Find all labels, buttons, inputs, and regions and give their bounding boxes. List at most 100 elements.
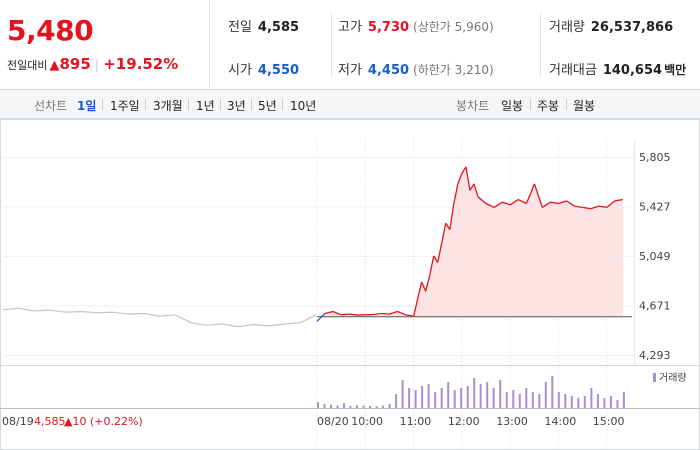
price-segment	[590, 205, 599, 210]
volume-bar	[343, 403, 345, 408]
volume-bar	[525, 388, 528, 408]
gain-area-fill	[317, 166, 623, 317]
candle-daily-tab[interactable]: 일봉	[501, 99, 524, 113]
volume-bar	[382, 405, 385, 408]
price-segment	[529, 183, 535, 195]
volume-bar	[499, 380, 502, 408]
stock-quote-panel: 5,480 전일대비 ▲895 | +19.52% 전일 4,585 시가 4,550 고…	[0, 0, 700, 90]
volume-bar	[557, 392, 560, 408]
price-segment	[558, 200, 567, 205]
volume-bar	[440, 388, 443, 408]
price-segment	[389, 310, 398, 315]
price-segment	[449, 203, 455, 230]
price-segment	[566, 200, 575, 207]
price-segment	[453, 183, 459, 204]
volume-bar	[395, 394, 398, 408]
toolbar-divider	[530, 99, 531, 110]
candle-monthly-tab[interactable]: 월봉	[573, 99, 596, 113]
volume-bar	[369, 406, 372, 408]
volume-bar	[590, 388, 593, 408]
x-axis-label: 13:00	[496, 415, 528, 428]
toolbar-divider	[220, 99, 221, 110]
volume-bar	[414, 390, 417, 408]
volume-bar	[609, 396, 612, 408]
x-axis-label: 10:00	[351, 415, 383, 428]
y-tick-label: 5,805	[639, 151, 671, 164]
price-change: 전일대비 ▲895 | +19.52%	[7, 55, 178, 73]
volume-bar	[323, 404, 326, 408]
unit-label: 백만	[664, 63, 687, 77]
volume-bar	[596, 394, 599, 408]
price-segment	[606, 200, 616, 208]
quote-value: 4,450	[367, 63, 410, 78]
volume-legend-swatch	[653, 373, 656, 382]
price-segment	[582, 206, 591, 210]
price-segment	[397, 310, 406, 316]
chart-toolbar: 선차트 1일 1주일 3개월 1년 3년 5년 10년 봉차트 일봉 주봉 월봉	[0, 90, 700, 119]
current-price-box: 5,480 전일대비 ▲895 | +19.52%	[0, 0, 210, 90]
volume-bar	[421, 386, 424, 408]
period-3month-tab[interactable]: 3개월	[153, 99, 183, 113]
volume-bar	[622, 392, 625, 408]
price-segment	[425, 275, 431, 292]
candle-chart-label: 봉차트	[456, 99, 490, 113]
price-segment	[574, 205, 583, 209]
toolbar-divider	[188, 99, 189, 110]
period-3year-tab[interactable]: 3년	[227, 99, 246, 113]
quote-divider	[540, 12, 541, 78]
quote-prev-close: 전일 4,585	[228, 16, 299, 35]
volume-bar	[538, 394, 541, 408]
volume-bar	[466, 386, 469, 408]
volume-bars	[317, 376, 625, 408]
period-10year-tab[interactable]: 10년	[290, 99, 317, 113]
quote-open: 시가 4,550	[228, 59, 299, 78]
prev-day-price-line	[2, 307, 317, 328]
quote-high: 고가 5,730 (상한가 5,960)	[338, 16, 494, 35]
candle-weekly-tab[interactable]: 주봉	[537, 99, 560, 113]
volume-bar	[577, 398, 580, 408]
price-segment	[349, 313, 358, 316]
period-1year-tab[interactable]: 1년	[196, 99, 215, 113]
price-segment	[405, 314, 414, 318]
y-tick-label: 4,671	[639, 300, 671, 313]
price-segment	[416, 281, 423, 300]
volume-bar	[349, 406, 352, 408]
volume-bar	[473, 378, 476, 408]
price-area	[317, 166, 632, 318]
period-1day-tab[interactable]: 1일	[77, 99, 97, 113]
price-segment	[373, 312, 382, 316]
volume-bar	[408, 388, 411, 408]
toolbar-divider	[251, 99, 252, 110]
volume-bar	[336, 405, 339, 408]
volume-bar	[375, 406, 378, 408]
period-1week-tab[interactable]: 1주일	[110, 99, 140, 113]
quote-volume: 거래량 26,537,866	[549, 16, 673, 35]
quote-divider	[331, 12, 332, 78]
quote-key: 거래대금	[549, 63, 597, 78]
x-axis-label: 14:00	[545, 415, 577, 428]
price-lines	[2, 166, 624, 328]
price-chart[interactable]: 5,805 5,427 5,049 4,671 4,293 08/20 10:00 11:0…	[0, 119, 700, 450]
quote-value: 4,585	[257, 20, 300, 35]
quote-value: 5,730	[367, 20, 410, 35]
period-5year-tab[interactable]: 5년	[258, 99, 277, 113]
volume-bar	[434, 392, 437, 408]
price-segment	[465, 166, 471, 191]
price-segment	[441, 223, 447, 243]
lower-limit: (하한가 3,210)	[413, 63, 494, 77]
quote-key: 시가	[228, 63, 252, 78]
y-tick-label: 5,427	[639, 201, 671, 214]
volume-bar	[479, 384, 482, 408]
y-tick-label: 4,293	[639, 349, 671, 362]
volume-bar	[531, 392, 534, 408]
volume-bar	[505, 392, 508, 408]
price-segment	[457, 173, 463, 185]
toolbar-divider	[282, 99, 283, 110]
price-segment	[461, 166, 467, 174]
price-segment	[485, 202, 495, 209]
quote-key: 저가	[338, 63, 362, 78]
x-axis-label: 15:00	[593, 415, 625, 428]
upper-limit: (상한가 5,960)	[413, 20, 494, 34]
change-amount: 895	[59, 55, 91, 73]
volume-bar	[616, 400, 619, 408]
